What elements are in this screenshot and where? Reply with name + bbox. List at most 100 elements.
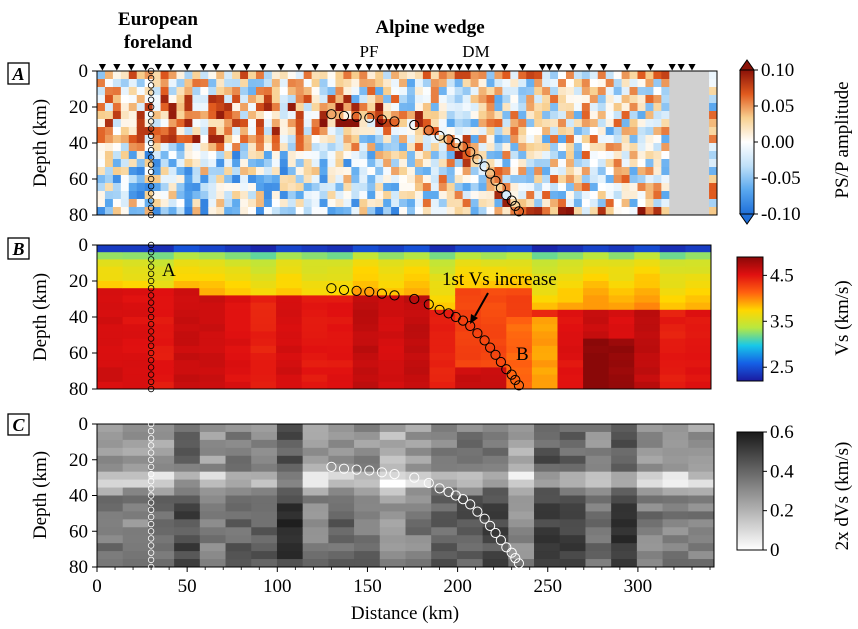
moho-marker-vertical: [147, 549, 155, 556]
heatmap-a-cell: [621, 175, 631, 184]
heatmap-c-cell: [276, 559, 304, 567]
heatmap-b-cell: [173, 367, 200, 376]
heatmap-a-cell: [343, 175, 352, 184]
heatmap-b-cell: [378, 381, 405, 389]
heatmap-a-cell: [478, 119, 488, 128]
heatmap-b-cell: [301, 302, 328, 311]
heatmap-b-cell: [480, 309, 507, 318]
moho-marker-dipping: [485, 520, 496, 532]
group-label-alpine-wedge: Alpine wedge: [375, 17, 484, 38]
heatmap-c-cell: [225, 463, 252, 473]
heatmap-b-cell: [506, 317, 533, 325]
heatmap-c-cell: [97, 495, 124, 505]
heatmap-a-cell: [311, 111, 321, 120]
heatmap-a-cell: [677, 183, 686, 192]
heatmap-a-cell: [478, 199, 488, 208]
heatmap-b-cell: [276, 288, 303, 296]
heatmap-a-cell: [573, 135, 583, 144]
heatmap-a-cell: [597, 191, 607, 200]
heatmap-a-cell: [486, 87, 496, 96]
heatmap-a-cell: [685, 111, 694, 120]
heatmap-a-cell: [120, 135, 130, 144]
heatmap-b-cell: [685, 245, 711, 253]
heatmap-a-cell: [104, 167, 114, 176]
heatmap-a-cell: [669, 143, 678, 152]
moho-marker-vertical: [147, 335, 155, 342]
heatmap-a-cell: [653, 127, 662, 136]
heatmap-a-cell: [104, 199, 114, 208]
heatmap-b-cell: [250, 259, 277, 268]
heatmap-a-cell: [168, 191, 178, 200]
heatmap-a-cell: [295, 159, 305, 168]
heatmap-a-cell: [518, 143, 527, 152]
heatmap-a-cell: [224, 119, 233, 128]
heatmap-b-cell: [659, 324, 687, 332]
heatmap-a-cell: [303, 119, 313, 128]
heatmap-a-cell: [693, 183, 702, 192]
heatmap-a-cell: [303, 95, 313, 104]
heatmap-a-cell: [526, 191, 535, 200]
heatmap-c-cell: [302, 559, 329, 567]
heatmap-a-cell: [319, 119, 329, 128]
heatmap-b-cell: [404, 302, 431, 311]
heatmap-a-cell: [637, 111, 647, 120]
heatmap-c-cell: [431, 503, 458, 512]
heatmap-a-cell: [319, 191, 329, 200]
heatmap-c-cell: [456, 487, 484, 497]
heatmap-a-cell: [104, 159, 114, 168]
heatmap-b-cell: [173, 360, 200, 368]
heatmap-a-cell: [263, 111, 273, 120]
heatmap-a-cell: [510, 167, 519, 176]
heatmap-b-cell: [685, 302, 711, 311]
moho-marker-dipping: [457, 315, 469, 326]
heatmap-a-cell: [192, 119, 201, 128]
heatmap-b-cell: [634, 309, 661, 318]
heatmap-c-cell: [688, 455, 714, 465]
heatmap-b-cell: [455, 381, 482, 389]
heatmap-a-cell: [581, 191, 591, 200]
heatmap-a-cell: [462, 167, 472, 176]
heatmap-a-cell: [152, 207, 162, 215]
heatmap-a-cell: [494, 199, 503, 208]
heatmap-a-cell: [502, 127, 511, 136]
heatmap-c-cell: [354, 439, 381, 449]
heatmap-a-cell: [510, 151, 519, 160]
heatmap-a-cell: [518, 159, 527, 168]
heatmap-a-cell: [287, 143, 297, 152]
heatmap-c-cell: [662, 527, 689, 536]
heatmap-a-cell: [621, 95, 631, 104]
heatmap-c-cell: [662, 471, 689, 481]
heatmap-b-cell: [327, 259, 354, 268]
heatmap-a-cell: [399, 207, 408, 215]
heatmap-c-cell: [636, 424, 664, 433]
heatmap-a-cell: [359, 135, 368, 144]
heatmap-a-cell: [319, 183, 329, 192]
heatmap-c-cell: [456, 535, 484, 544]
heatmap-a-cell: [104, 151, 114, 160]
moho-marker-dipping: [506, 547, 517, 558]
heatmap-b-cell: [122, 338, 149, 347]
heatmap-a-cell: [550, 119, 559, 128]
heatmap-c-cell: [456, 471, 484, 481]
heatmap-a-cell: [605, 159, 615, 168]
heatmap-a-cell: [542, 183, 551, 192]
station-marker: [417, 64, 426, 71]
heatmap-c-cell: [148, 527, 175, 536]
heatmap-a-cell: [192, 143, 201, 152]
heatmap-a-cell: [709, 103, 717, 112]
heatmap-a-cell: [486, 127, 496, 136]
heatmap-c-cell: [534, 519, 561, 528]
heatmap-a-cell: [677, 87, 686, 96]
heatmap-c-cell: [585, 471, 612, 481]
heatmap-b-cell: [634, 345, 661, 354]
heatmap-b-cell: [480, 331, 507, 340]
heatmap-b-cell: [250, 345, 277, 354]
heatmap-a-cell: [414, 119, 424, 128]
heatmap-b-cell: [583, 331, 610, 340]
heatmap-c-cell: [534, 495, 561, 505]
heatmap-c-cell: [276, 527, 304, 536]
heatmap-a-cell: [534, 143, 543, 152]
moho-marker-dipping: [495, 356, 506, 368]
heatmap-b-cell: [327, 381, 354, 389]
heatmap-a-cell: [120, 191, 130, 200]
